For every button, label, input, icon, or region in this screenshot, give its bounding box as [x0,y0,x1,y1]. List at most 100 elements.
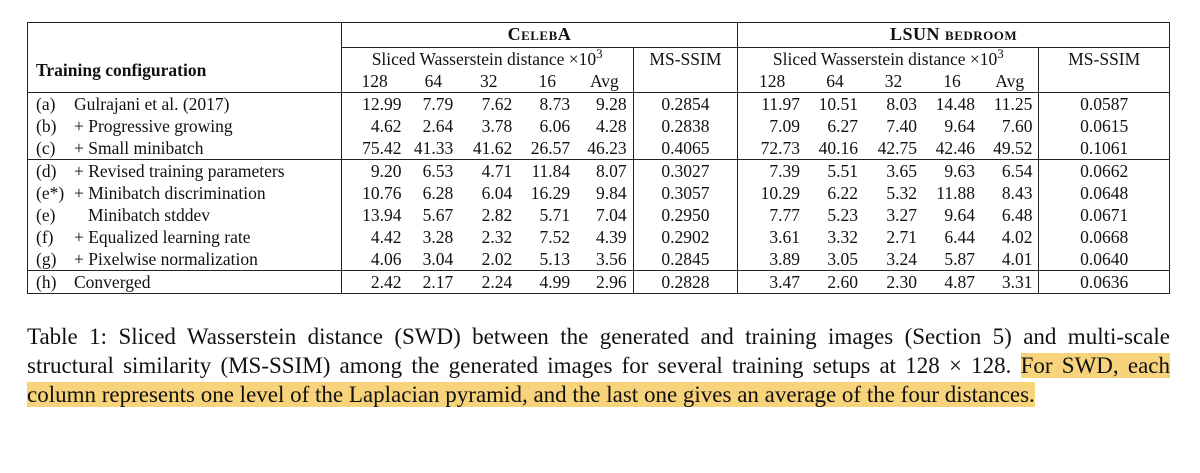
lsun-value-cell: 7.77 [769,205,801,225]
lsun-value-cell: 8.43 [1001,183,1033,203]
row-name: + Equalized learning rate [74,227,251,247]
swd-label-celeba: Sliced Wasserstein distance ×10 [371,49,597,69]
celeba-value-cell: 3.04 [407,248,460,271]
row-letter: (d) [36,161,57,181]
scale-header: 128 [737,70,807,93]
lsun-value-cell: 42.46 [923,137,981,160]
celeba-value-cell: 2.17 [407,270,460,294]
celeba-msssim-cell: 0.2828 [632,270,739,294]
swd-header-lsun: Sliced Wasserstein distance ×103 [738,46,1039,71]
row-letter: (b) [36,116,57,136]
lsun-msssim-cell: 0.1061 [1038,137,1170,160]
caption-text: Table 1: Sliced Wasserstein distance (SW… [27,324,1170,378]
config-column-header: Training configuration [27,47,342,93]
lsun-value-cell: 4.01 [980,248,1039,271]
lsun-value-cell: 9.64 [944,116,975,136]
scale-header: Avg [576,70,634,93]
row-label: (h) Converged [27,270,342,294]
celeba-value-cell: 7.62 [481,94,513,114]
celeba-value-cell: 3.78 [481,116,513,136]
celeba-value-cell: 16.29 [530,183,571,203]
msssim-header-lsun: MS-SSIM [1038,47,1170,70]
lsun-value-cell: 6.48 [1001,205,1033,225]
celeba-value-cell: 75.42 [341,137,408,160]
lsun-value-cell: 5.87 [923,248,981,271]
celeba-value-cell: 8.73 [539,94,571,114]
scale-header: 64 [407,70,460,93]
row-label: (e*) + Minibatch discrimination [27,182,342,204]
swd-exponent-lsun: 3 [997,46,1004,62]
row-label: (d) + Revised training parameters [27,159,342,182]
scale-header: 128 [341,70,408,93]
scale-header: 32 [459,70,519,93]
table-caption: Table 1: Sliced Wasserstein distance (SW… [27,322,1170,409]
lsun-value-cell: 3.47 [737,270,807,294]
swd-header-celeba: Sliced Wasserstein distance ×103 [341,47,633,71]
lsun-value-cell: 2.30 [864,270,923,294]
lsun-value-cell: 4.02 [1001,227,1033,247]
scale-header: 16 [923,70,981,93]
celeba-value-cell: 4.28 [595,116,627,136]
row-letter: (f) [36,227,54,247]
celeba-value-cell: 7.04 [595,205,627,225]
celeba-msssim-cell: 0.2838 [632,115,739,137]
celeba-value-cell: 4.39 [595,227,627,247]
row-name: Gulrajani et al. (2017) [74,94,230,114]
msssim-header-celeba: MS-SSIM [632,47,739,70]
lsun-msssim-cell: 0.0668 [1038,226,1170,248]
celeba-value-cell: 2.64 [422,116,454,136]
celeba-msssim-cell: 0.2902 [632,226,739,248]
row-label: (a) Gulrajani et al. (2017) [27,92,342,115]
row-label: (b) + Progressive growing [27,115,342,137]
row-letter: (c) [36,138,56,158]
table-row: (h) Converged 2.42 2.17 2.24 4.99 2.96 0.2828 3.… [27,270,1170,294]
celeba-value-cell: 2.96 [576,270,634,294]
lsun-value-cell: 7.39 [769,161,801,181]
celeba-value-cell: 8.07 [595,161,627,181]
celeba-value-cell: 7.79 [422,94,454,114]
lsun-value-cell: 10.51 [818,94,858,114]
celeba-value-cell: 9.84 [595,183,627,203]
lsun-value-cell: 7.40 [886,116,917,136]
lsun-value-cell: 5.51 [827,161,858,181]
row-name: Minibatch stddev [88,205,210,225]
lsun-value-cell: 5.32 [886,183,917,203]
celeba-value-cell: 3.28 [422,227,454,247]
dataset-celeba-header: CelebA [341,22,739,48]
row-name: + Progressive growing [74,116,233,136]
celeba-value-cell: 12.99 [362,94,402,114]
scale-header: 32 [864,70,923,93]
celeba-value-cell: 4.42 [370,227,402,247]
scale-header: 16 [518,70,577,93]
header-row-scales: 128 64 32 16 Avg 128 64 32 16 Avg [28,70,1170,93]
lsun-value-cell: 3.61 [769,227,801,247]
lsun-value-cell: 3.32 [827,227,858,247]
celeba-msssim-cell: 0.3057 [632,182,739,204]
table-body: (a) Gulrajani et al. (2017) 12.99 7.79 7.62 8… [27,92,1170,294]
lsun-value-cell: 2.71 [886,227,917,247]
row-letter: (e*) [36,183,65,203]
lsun-msssim-cell: 0.0615 [1038,115,1170,137]
row-name: + Minibatch discrimination [74,183,266,203]
celeba-value-cell: 11.84 [531,161,571,181]
dataset-lsun-header: LSUN bedroom [737,22,1170,48]
header-corner [27,22,342,48]
table-row: (f) + Equalized learning rate 4.42 3.28 2.32… [27,226,1170,248]
lsun-msssim-cell: 0.0640 [1038,248,1170,271]
lsun-value-cell: 3.89 [737,248,807,271]
lsun-msssim-cell: 0.0648 [1038,182,1170,204]
lsun-value-cell: 3.27 [886,205,917,225]
lsun-value-cell: 11.88 [936,183,975,203]
row-letter: (e) [36,205,56,225]
row-label: (g) + Pixelwise normalization [27,248,342,271]
lsun-value-cell: 9.63 [944,161,975,181]
celeba-value-cell: 4.71 [481,161,513,181]
row-name: Converged [74,272,151,292]
lsun-msssim-cell: 0.0636 [1038,270,1170,294]
lsun-value-cell: 6.22 [827,183,858,203]
dataset-celeba-label: CelebA [507,24,572,44]
row-name: + Revised training parameters [74,161,285,181]
lsun-value-cell: 11.25 [993,94,1033,114]
lsun-value-cell: 5.23 [827,205,858,225]
row-name: + Small minibatch [74,138,204,158]
